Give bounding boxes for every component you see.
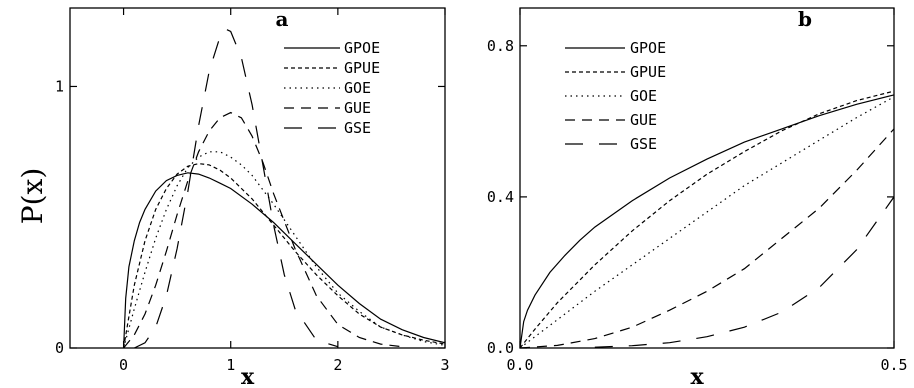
x-tick-label: 2 [333,356,342,374]
series-line-gse [594,196,894,348]
legend-label-gpoe: GPOE [630,39,666,57]
series-line-goe [123,151,445,348]
legend-label-goe: GOE [344,79,371,97]
plot-frame-a [69,7,446,349]
series-line-gpoe [123,172,445,348]
legend-label-gse: GSE [344,119,371,137]
x-axis-label: x [241,364,255,388]
series-line-gse [134,28,339,348]
y-tick-label: 0.8 [487,37,514,55]
panel-label: a [276,7,289,31]
x-tick-label: 1 [226,356,235,374]
y-tick-label: 0.4 [487,188,514,206]
y-tick-label: 0 [55,339,64,357]
y-tick-label: 1 [55,77,64,95]
x-tick-label: 0.5 [880,356,907,374]
x-tick-label: 0.0 [506,356,533,374]
legend-label-gue: GUE [630,111,657,129]
x-axis-label: x [690,364,704,388]
series-line-gue [123,111,403,348]
legend-label-goe: GOE [630,87,657,105]
series-line-gpue [123,162,445,348]
panel-label: b [798,7,812,31]
y-tick-label: 0.0 [487,339,514,357]
series-line-gue [520,128,894,348]
legend-label-gue: GUE [344,99,371,117]
legend-label-gpue: GPUE [344,59,380,77]
y-axis-label: P(x) [16,168,49,224]
x-tick-label: 0 [119,356,128,374]
series-line-gpoe [520,94,894,348]
plot-frame-b [519,7,895,349]
legend-label-gpoe: GPOE [344,39,380,57]
series-line-gpue [520,90,894,348]
series-line-goe [520,96,894,348]
x-tick-label: 3 [440,356,449,374]
panel-b: 0.0 0.5 0.0 0.4 0.8 x b GPOE GPUE GOE GUE GSE [487,7,908,388]
legend-label-gpue: GPUE [630,63,666,81]
legend-label-gse: GSE [630,135,657,153]
